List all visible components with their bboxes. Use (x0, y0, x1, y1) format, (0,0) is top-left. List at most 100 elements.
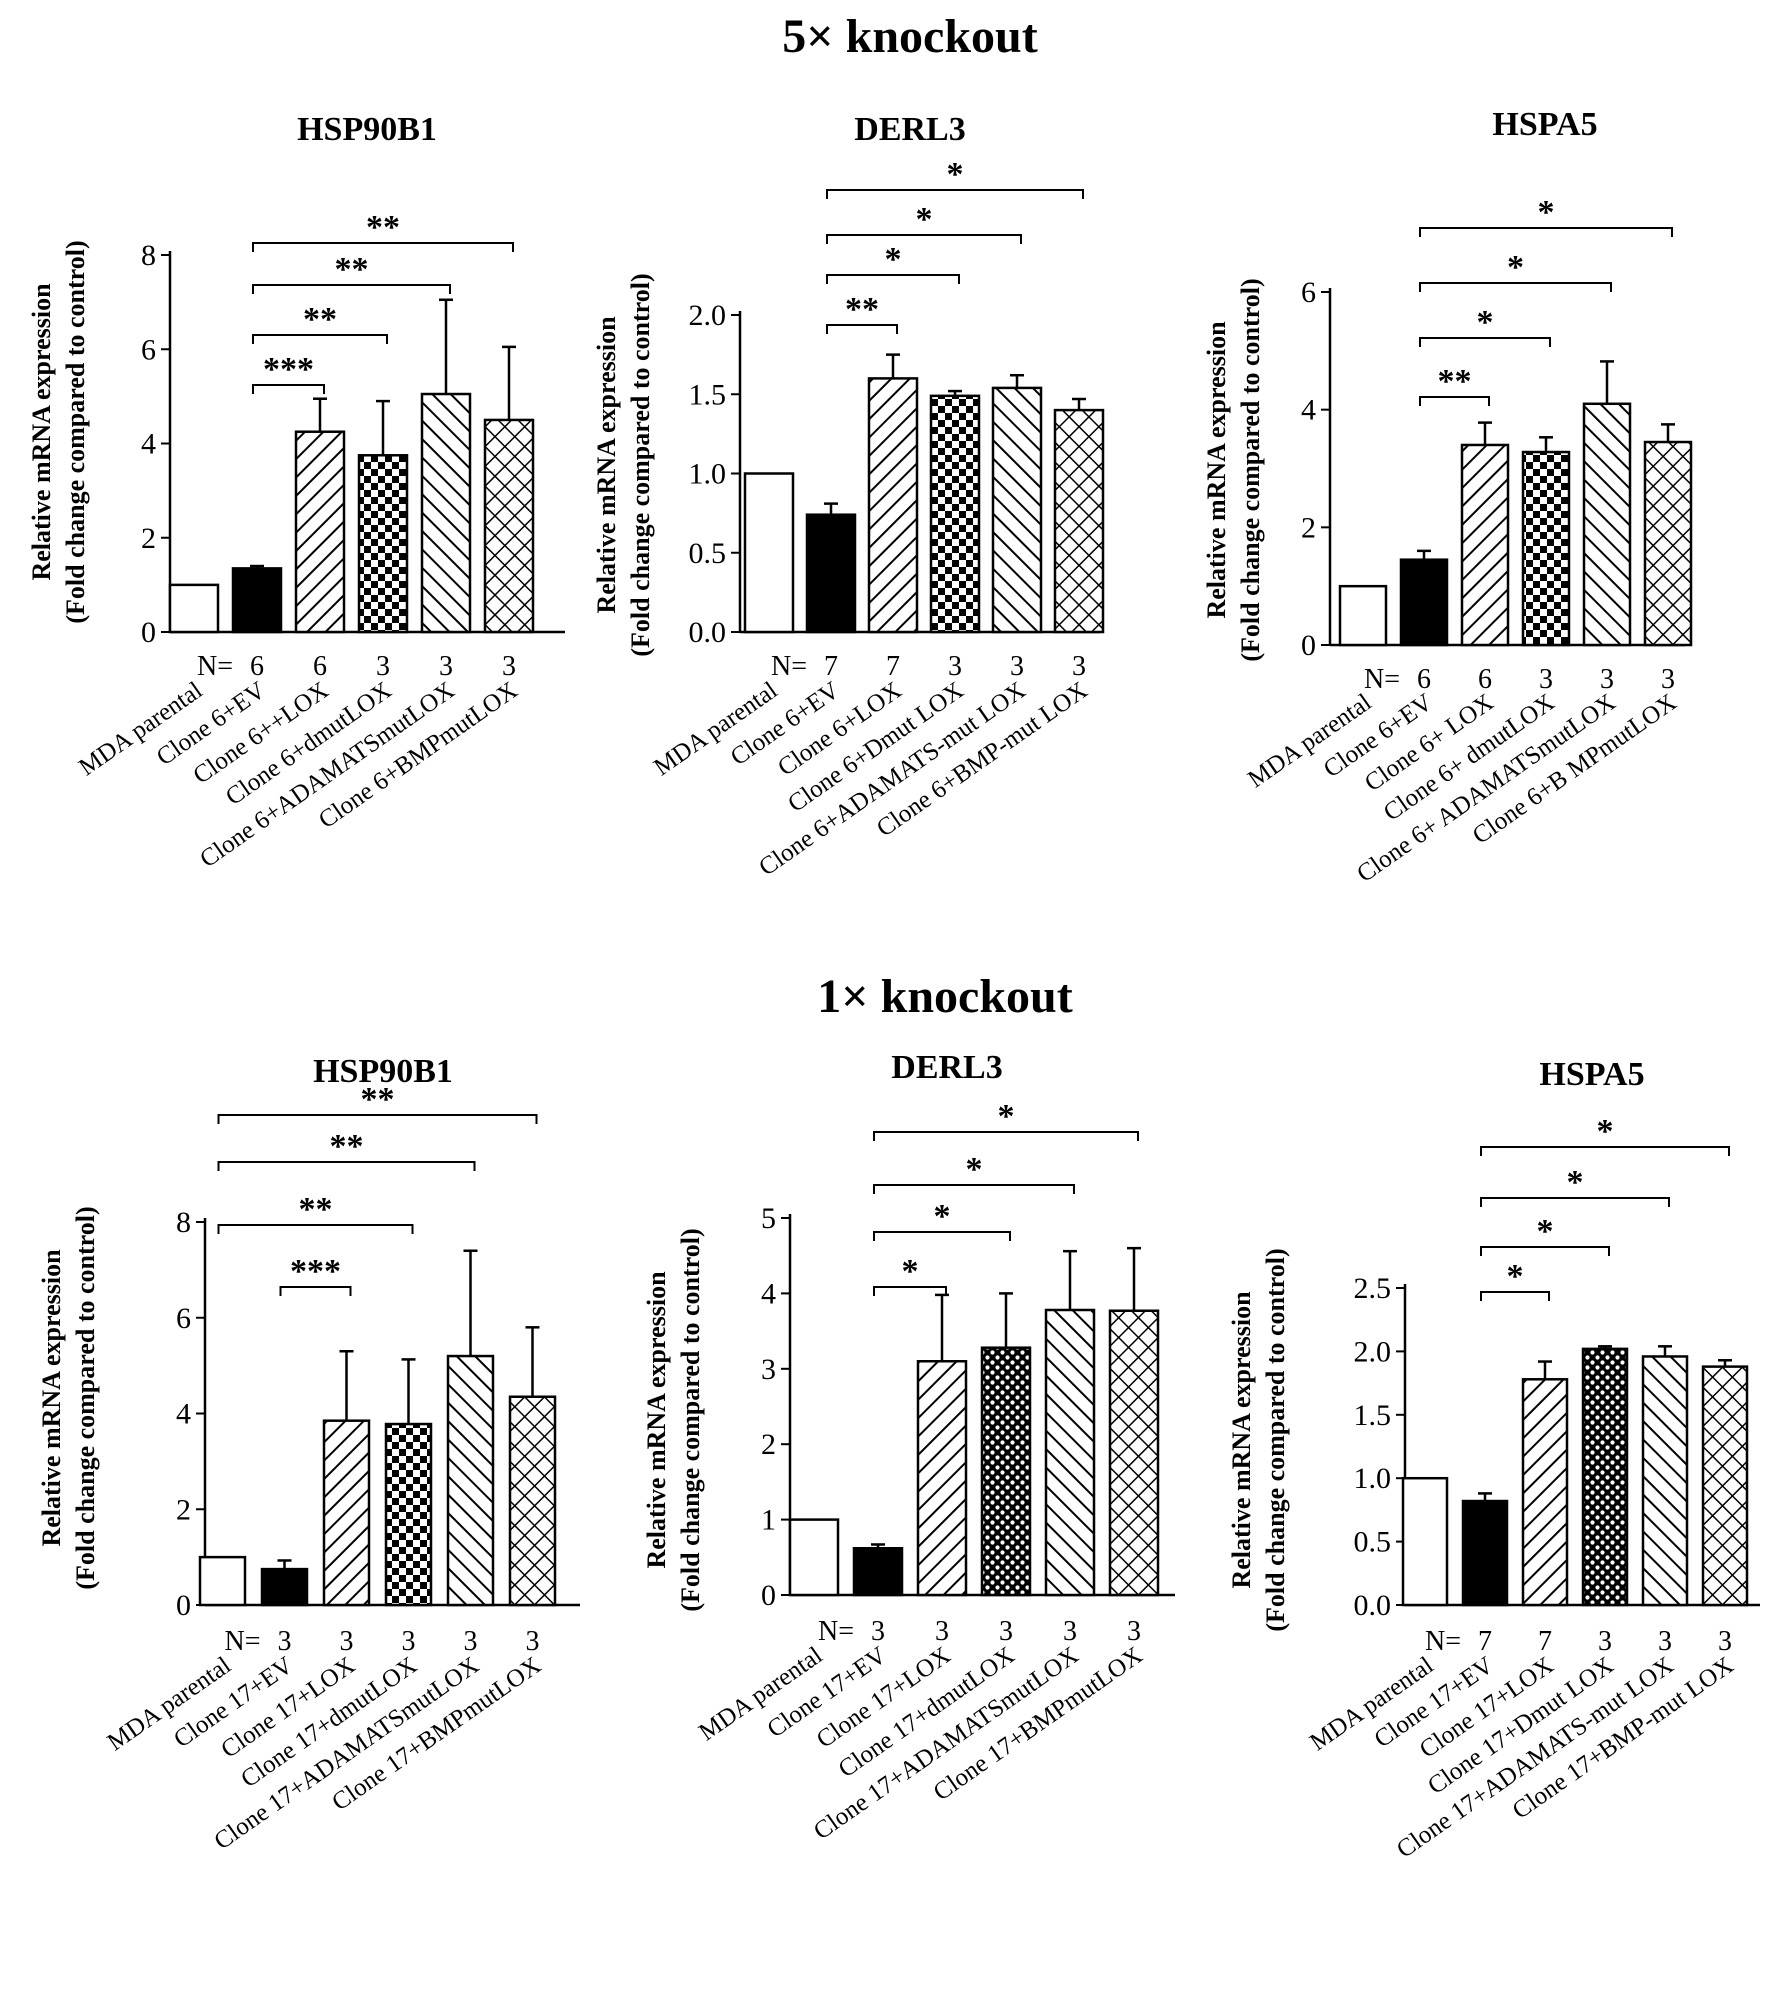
significance-bracket (873, 1184, 1075, 1194)
n-value: 3 (464, 1626, 478, 1657)
y-tick-label: 4 (761, 1277, 776, 1310)
bar (1108, 1309, 1160, 1597)
n-value: 3 (340, 1626, 354, 1657)
bar (991, 386, 1043, 634)
significance-bracket (252, 242, 514, 252)
y-tick-label: 4 (1301, 394, 1316, 427)
bar (168, 583, 220, 634)
significance-label: * (947, 156, 964, 193)
significance-label: * (1507, 249, 1524, 286)
n-value: 3 (439, 651, 453, 682)
y-tick-label: 2.0 (689, 299, 727, 332)
n-value: 3 (1063, 1616, 1077, 1647)
y-axis-label: Relative mRNA expression (Fold change com… (37, 1206, 100, 1589)
n-value: 7 (1538, 1626, 1552, 1657)
significance-label: * (1507, 1258, 1524, 1295)
n-value: 7 (1478, 1626, 1492, 1657)
bar (980, 1346, 1032, 1597)
significance-label: * (902, 1253, 919, 1290)
chart-3: HSPA5 Relative mRNA expression (Fold chang… (1202, 106, 1693, 888)
bar (1581, 1347, 1629, 1607)
y-tick-label: 1 (761, 1504, 776, 1537)
n-value: 7 (886, 651, 900, 682)
significance-label: * (1537, 1213, 1554, 1250)
y-axis-label: Relative mRNA expression (Fold change com… (1202, 278, 1265, 661)
significance-bracket (252, 334, 388, 344)
y-tick-label: 0 (141, 616, 156, 649)
y-tick-label: 8 (176, 1206, 191, 1239)
significance-bracket (873, 1131, 1139, 1141)
chart-title: HSP90B1 (313, 1053, 453, 1090)
significance-label: * (1538, 194, 1555, 231)
significance-bracket (1419, 227, 1673, 237)
significance-label: * (1567, 1164, 1584, 1201)
y-tick-label: 2 (761, 1428, 776, 1461)
bar (1401, 1476, 1449, 1607)
y-tick-label: 2.5 (1354, 1272, 1392, 1305)
bar (508, 1395, 557, 1607)
bar (1643, 440, 1693, 647)
bar (483, 418, 535, 634)
y-tick-label: 0.0 (1354, 1589, 1392, 1622)
significance-label: * (966, 1151, 983, 1188)
significance-label: * (916, 201, 933, 238)
n-value: 6 (1417, 664, 1431, 695)
n-value: 3 (948, 651, 962, 682)
y-tick-label: 1.0 (1354, 1462, 1392, 1495)
significance-bracket (1419, 337, 1551, 347)
y-tick-label: 0 (761, 1579, 776, 1612)
y-tick-label: 2 (141, 522, 156, 555)
chart-title: DERL3 (854, 111, 965, 148)
chart-4: HSP90B1 Relative mRNA expression (Fold cha… (37, 1053, 580, 1855)
significance-bracket (217, 1224, 414, 1234)
y-tick-label: 1.0 (689, 458, 727, 491)
bar (929, 394, 981, 634)
n-value: 3 (1598, 1626, 1612, 1657)
bar (1521, 450, 1571, 647)
significance-bracket (873, 1231, 1011, 1241)
significance-label: ** (335, 251, 369, 288)
significance-bracket (1480, 1291, 1550, 1301)
significance-bracket (217, 1161, 476, 1171)
chart-title: DERL3 (891, 1049, 1002, 1086)
bar (805, 513, 857, 634)
bar (1641, 1355, 1689, 1607)
y-axis-label: Relative mRNA expression (Fold change com… (592, 273, 655, 656)
y-tick-label: 0 (1301, 629, 1316, 662)
n-value: 3 (1661, 664, 1675, 695)
bar (420, 392, 472, 634)
bar (1338, 584, 1388, 647)
y-tick-label: 4 (141, 428, 156, 461)
y-tick-label: 3 (761, 1353, 776, 1386)
y-tick-label: 6 (141, 333, 156, 366)
n-value: 3 (1010, 651, 1024, 682)
significance-bracket (1480, 1197, 1670, 1207)
n-value: 3 (376, 651, 390, 682)
bar (743, 472, 795, 634)
significance-bracket (1419, 282, 1612, 292)
bar (198, 1555, 247, 1607)
significance-bracket (826, 274, 960, 284)
n-value: 3 (278, 1626, 292, 1657)
bar (322, 1419, 371, 1607)
bar (1053, 408, 1105, 634)
n-value: 3 (1718, 1626, 1732, 1657)
n-value: 3 (999, 1616, 1013, 1647)
significance-label: ** (303, 301, 337, 338)
significance-bracket (252, 384, 325, 394)
significance-bracket (1480, 1146, 1730, 1156)
bar (294, 430, 346, 634)
y-tick-label: 0.5 (689, 537, 727, 570)
bar (357, 454, 409, 634)
y-tick-label: 6 (1301, 276, 1316, 309)
bar (1701, 1365, 1749, 1607)
n-value: 7 (824, 651, 838, 682)
bar (384, 1422, 433, 1607)
bar (1044, 1308, 1096, 1597)
significance-label: * (1477, 304, 1494, 341)
chart-title: HSPA5 (1492, 106, 1597, 143)
y-tick-label: 8 (141, 239, 156, 272)
bar (788, 1518, 840, 1597)
significance-label: ** (361, 1081, 395, 1118)
